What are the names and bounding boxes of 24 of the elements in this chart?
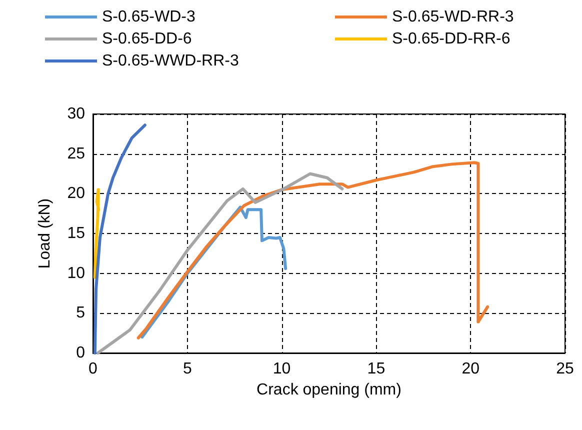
x-tick-label: 10 — [272, 360, 291, 378]
x-tick-label: 20 — [462, 360, 480, 378]
y-tick-label: 5 — [76, 304, 86, 322]
y-tick-label: 0 — [76, 344, 86, 362]
y-tick-label: 25 — [67, 145, 86, 162]
x-tick-label: 15 — [367, 360, 386, 378]
line-series — [93, 124, 146, 354]
y-tick-label: 30 — [67, 106, 86, 122]
y-tick-label: 10 — [67, 264, 86, 282]
x-tick-label: 0 — [88, 360, 98, 378]
x-axis-title: Crack opening (mm) — [256, 381, 402, 398]
y-axis-title: Load (kN) — [36, 198, 54, 269]
legend-label: S-0.65-WWD-RR-3 — [102, 52, 239, 70]
line-series — [136, 161, 490, 340]
line-series — [96, 172, 344, 354]
legend-label: S-0.65-DD-RR-6 — [392, 30, 510, 48]
y-tick-label: 15 — [67, 225, 86, 242]
legend-label: S-0.65-DD-6 — [102, 30, 192, 48]
y-tick-label: 20 — [67, 185, 86, 202]
legend-label: S-0.65-WD-3 — [102, 8, 196, 26]
x-tick-label: 5 — [182, 360, 192, 378]
line-series — [93, 188, 100, 279]
x-tick-label: 25 — [556, 360, 574, 378]
legend-label: S-0.65-WD-RR-3 — [392, 8, 514, 26]
